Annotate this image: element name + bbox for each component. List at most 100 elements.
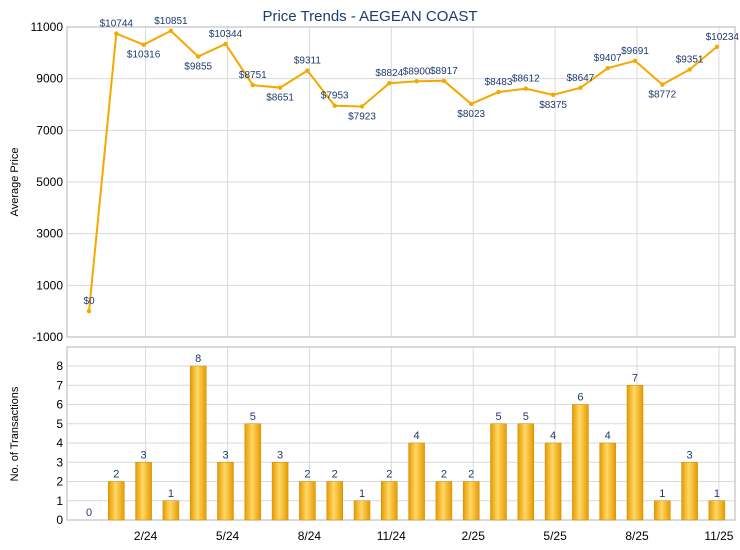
price-grid	[67, 26, 735, 338]
transaction-bar	[353, 500, 371, 521]
price-data-label: $9691	[621, 46, 649, 57]
price-y-tick: 5000	[36, 175, 63, 189]
price-data-label: $7923	[348, 111, 376, 122]
price-point	[359, 104, 365, 109]
price-data-label: $10316	[127, 50, 161, 61]
price-y-tick: 9000	[36, 72, 63, 86]
price-points	[86, 28, 720, 314]
price-data-label: $9407	[594, 53, 622, 64]
transaction-count-label: 3	[687, 449, 693, 461]
price-data-label: $8751	[239, 70, 267, 81]
transaction-bar	[572, 404, 589, 521]
transaction-count-label: 1	[168, 488, 174, 500]
transaction-bar	[135, 462, 152, 521]
transaction-count-label: 8	[195, 353, 201, 365]
transactions-y-axis-label: No. of Transactions	[9, 386, 21, 481]
price-y-ticks: -1000 1000 3000 5000 7000 9000 11000	[31, 20, 64, 344]
transactions-x-tick: 2/24	[134, 529, 158, 543]
transaction-bar	[108, 481, 125, 521]
price-line-panel: -1000 1000 3000 5000 7000 9000 11000 Average P…	[9, 16, 739, 344]
transactions-y-tick: 3	[56, 455, 63, 469]
transaction-bar	[244, 423, 262, 521]
price-point	[305, 68, 310, 73]
transactions-y-tick: 1	[56, 494, 63, 508]
transaction-bar	[271, 462, 289, 521]
transaction-bar	[462, 481, 480, 521]
transactions-x-tick: 8/24	[298, 529, 322, 543]
price-point	[168, 28, 174, 34]
price-point	[223, 41, 228, 47]
price-point	[277, 85, 283, 90]
price-data-label: $8824	[375, 68, 403, 79]
transaction-count-label: 3	[141, 449, 147, 461]
transaction-count-label: 3	[277, 449, 283, 461]
transaction-bar	[299, 481, 316, 521]
price-point	[196, 54, 201, 59]
price-point	[578, 85, 583, 90]
price-point	[387, 81, 392, 86]
price-data-label: $8612	[512, 74, 540, 85]
transactions-y-tick: 7	[56, 378, 63, 392]
price-data-label: $8917	[430, 66, 458, 77]
transaction-bar	[408, 442, 425, 521]
price-data-label: $9311	[294, 56, 322, 67]
price-point	[86, 308, 92, 314]
transaction-count-label: 2	[441, 469, 447, 481]
price-y-tick: 1000	[36, 278, 63, 292]
transactions-y-tick: 5	[56, 417, 63, 431]
transaction-count-label: 4	[550, 430, 556, 442]
transaction-count-label: 2	[113, 469, 119, 481]
transaction-bar	[626, 385, 644, 521]
transaction-count-label: 7	[632, 372, 638, 384]
price-data-label: $9351	[676, 55, 704, 66]
price-y-tick: 3000	[36, 227, 63, 241]
transactions-x-tick: 8/25	[625, 529, 649, 543]
transactions-y-ticks: 0 1 2 3 4 5 6 7 8	[56, 359, 63, 527]
transaction-count-label: 4	[414, 430, 420, 442]
chart-title: Price Trends - AEGEAN COAST	[262, 8, 477, 25]
price-data-labels: $0 $10744 $10316 $10851 $9855 $10344 $8751 $865…	[83, 16, 739, 307]
transaction-count-label: 2	[332, 469, 338, 481]
transaction-count-labels: 0 2 3 1 8 3 5 3 2 2 1 2 4 2 2 5 5 4 6 4 7 1 3 1	[86, 353, 720, 519]
price-data-label: $8375	[539, 100, 567, 111]
transactions-plot-frame	[66, 346, 736, 521]
price-data-label: $8772	[648, 90, 676, 101]
transaction-bar	[654, 500, 671, 521]
transaction-bar	[435, 481, 453, 521]
price-data-label: $8023	[457, 109, 485, 120]
transaction-count-label: 5	[495, 411, 501, 423]
transaction-count-label: 2	[468, 469, 474, 481]
price-y-tick: -1000	[32, 330, 63, 344]
transaction-count-label: 0	[86, 507, 92, 519]
transaction-count-label: 2	[304, 469, 310, 481]
price-data-label: $8647	[566, 73, 594, 84]
price-data-label: $10234	[706, 32, 740, 43]
transactions-bar-panel: 0 1 2 3 4 5 6 7 8 No. of Transactions 0 2 3 1 8 3 5 3 2 2…	[9, 346, 736, 543]
transactions-x-tick: 11/25	[704, 529, 733, 543]
price-point	[114, 31, 119, 36]
transaction-count-label: 6	[577, 392, 583, 404]
price-data-label: $8651	[266, 93, 294, 104]
transactions-y-tick: 4	[56, 436, 63, 450]
transaction-bar	[599, 442, 616, 521]
transaction-bar	[189, 365, 207, 521]
price-data-label: $0	[83, 296, 95, 307]
price-data-label: $8900	[403, 66, 431, 77]
transaction-count-label: 5	[250, 411, 256, 423]
price-data-label: $8483	[485, 77, 513, 88]
price-data-label: $10851	[154, 16, 188, 27]
transaction-bar	[162, 500, 180, 521]
transactions-y-tick: 6	[56, 398, 63, 412]
transaction-bar	[544, 442, 562, 521]
transaction-count-label: 1	[359, 488, 365, 500]
price-y-axis-label: Average Price	[9, 148, 21, 217]
price-point	[332, 103, 337, 108]
transaction-bar	[326, 481, 343, 521]
transactions-y-tick: 0	[56, 513, 63, 527]
transaction-count-label: 5	[523, 411, 529, 423]
price-data-label: $10344	[209, 29, 243, 40]
price-y-tick: 11000	[31, 20, 64, 34]
price-point	[550, 92, 556, 98]
transactions-x-tick: 5/25	[543, 529, 567, 543]
